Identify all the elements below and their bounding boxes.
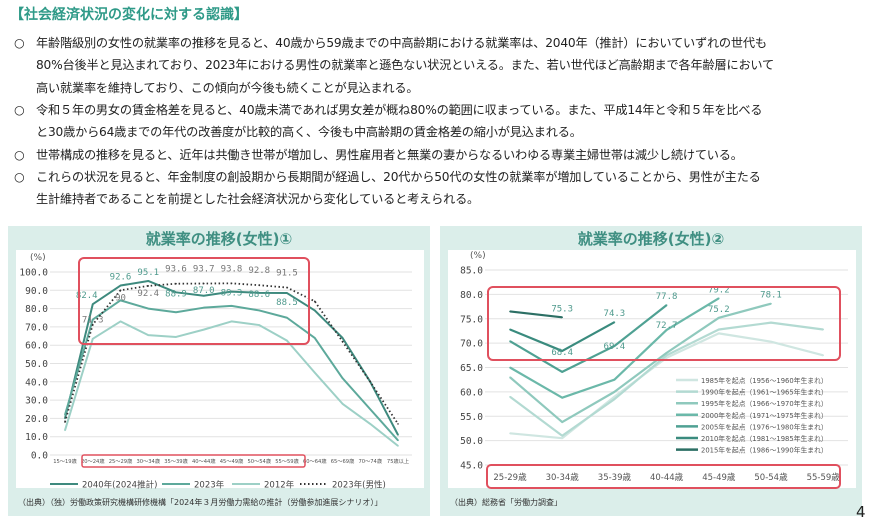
paragraph-line: 年齢階級別の女性の就業率の推移を見ると、40歳から59歳までの中高齢期における就… <box>36 36 767 50</box>
bullet-marker: ○ <box>14 169 25 184</box>
bullet-paragraph: ○ 世帯構成の推移を見ると、近年は共働き世帯が増加し、男性雇用者と無業の妻からなる… <box>14 144 743 166</box>
paragraph-line: 令和５年の男女の賃金格差を見ると、40歳未満であれば男女差が概ね80%の範囲に収… <box>36 102 763 117</box>
paragraph-line: 80%台後半と見込まれており、2023年における男性の就業率と遜色ない状況といえ… <box>36 58 775 73</box>
bullet-marker: ○ <box>14 102 25 117</box>
chart1-panel: 就業率の推移(女性)① （出典）（独）労働政策研究機構研修機構「2024年３月労… <box>8 226 430 516</box>
paragraph-line: 生計維持者であることを前提とした社会経済状況から変化していると考えられる。 <box>36 192 480 207</box>
chart2-panel: 就業率の推移(女性)② （出典）総務省「労働力調査」 <box>440 226 862 516</box>
paragraph-line: 世帯構成の推移を見ると、近年は共働き世帯が増加し、男性雇用者と無業の妻からなるい… <box>36 147 743 162</box>
paragraph-line: 高い就業率を維持しており、この傾向が今後も続くことが見込まれる。 <box>36 80 419 95</box>
bullet-paragraph: ○ 年齢階級別の女性の就業率の推移を見ると、40歳から59歳までの中高齢期における… <box>14 32 774 99</box>
bullet-paragraph: ○ 令和５年の男女の賃金格差を見ると、40歳未満であれば男女差が概ね80%の範囲に… <box>14 99 762 144</box>
paragraph-line: と30歳から64歳までの年代の改善度が比較的高く、今後も中高齢期の賃金格差の縮小… <box>36 125 582 140</box>
chart2-source: （出典）総務省「労働力調査」 <box>450 498 562 507</box>
bullet-marker: ○ <box>14 147 25 162</box>
page-number: 4 <box>856 503 866 521</box>
chart1-title: 就業率の推移(女性)① <box>145 230 293 248</box>
bullet-marker: ○ <box>14 36 25 50</box>
chart1-source: （出典）（独）労働政策研究機構研修機構「2024年３月労働力需給の推計（労働参加… <box>18 498 383 507</box>
paragraph-line: これらの状況を見ると、年金制度の創設期から長期間が経過し、20代から50代の女性… <box>36 169 761 184</box>
chart2-title: 就業率の推移(女性)② <box>577 230 725 248</box>
section-heading: 【社会経済状況の変化に対する認識】 <box>10 7 248 23</box>
bullet-paragraph: ○ これらの状況を見ると、年金制度の創設期から長期間が経過し、20代から50代の女… <box>14 166 761 211</box>
